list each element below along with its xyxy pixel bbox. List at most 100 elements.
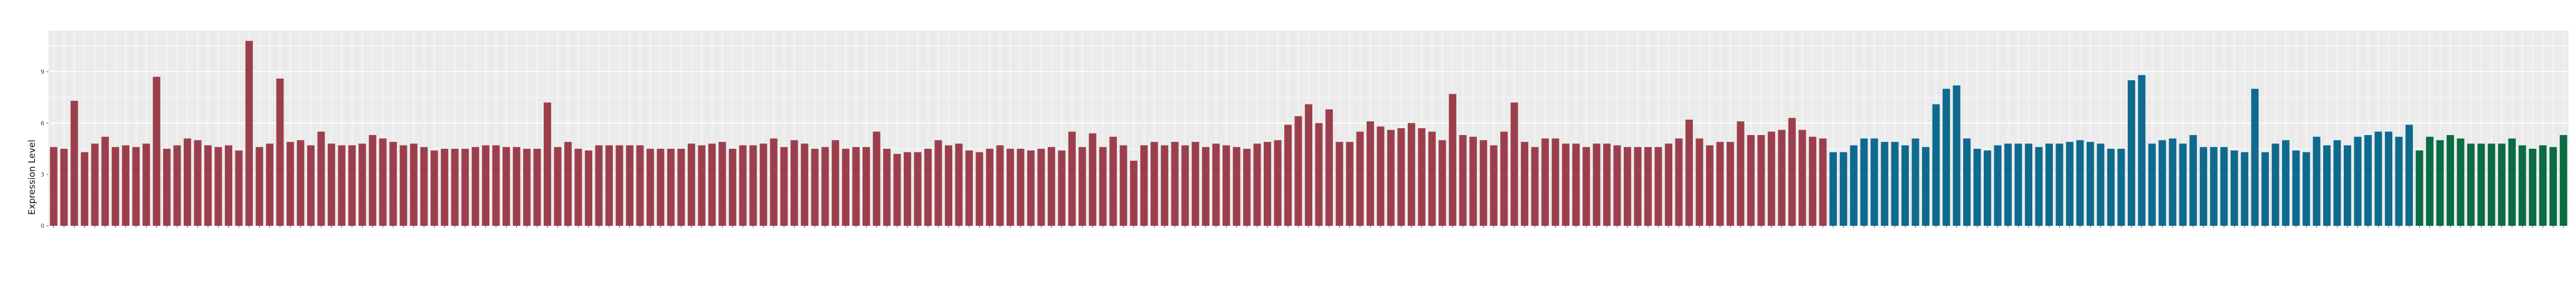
bar	[163, 148, 171, 226]
bar	[1068, 131, 1076, 226]
bar	[91, 144, 99, 226]
bar	[1860, 138, 1868, 226]
bar	[2467, 144, 2475, 226]
bar	[1572, 144, 1580, 226]
bar	[2117, 148, 2125, 226]
bar	[924, 148, 932, 226]
bar	[2384, 131, 2393, 226]
bar	[1264, 141, 1272, 226]
bar	[1829, 152, 1837, 226]
bar	[883, 148, 891, 226]
bar	[1706, 145, 1713, 226]
bar	[286, 141, 294, 226]
bar	[132, 147, 140, 226]
bar	[2024, 144, 2033, 226]
bar	[173, 145, 181, 226]
bar	[2261, 152, 2269, 226]
bar	[1664, 144, 1673, 226]
bar	[1212, 144, 1220, 226]
bar	[2066, 141, 2073, 226]
bar	[636, 145, 644, 226]
bar	[1819, 138, 1827, 226]
bar	[544, 102, 552, 226]
bar	[1397, 128, 1405, 226]
bar	[2014, 144, 2022, 226]
bar	[1932, 104, 1940, 226]
bar	[1994, 145, 2002, 226]
bar	[1058, 150, 1066, 226]
bar	[1644, 147, 1652, 226]
bar	[1150, 141, 1158, 226]
bar	[2426, 137, 2433, 226]
bar	[297, 140, 305, 226]
bar	[266, 144, 273, 226]
bar	[410, 144, 418, 226]
bar	[904, 152, 912, 226]
bar	[2477, 144, 2485, 226]
bar	[451, 148, 459, 226]
bar	[2333, 140, 2341, 226]
bar	[327, 144, 335, 226]
x-axis-ticks	[53, 226, 2564, 228]
bar	[2395, 137, 2403, 226]
bars	[50, 41, 2568, 226]
bar	[1870, 138, 1878, 226]
bar	[1284, 125, 1292, 226]
bar	[1253, 144, 1261, 226]
bar	[368, 135, 376, 226]
bar	[646, 148, 654, 226]
bar	[1613, 145, 1621, 226]
bar	[2148, 144, 2156, 226]
bar	[698, 145, 706, 226]
bar	[1233, 147, 1240, 226]
bar	[965, 150, 973, 226]
bar	[1624, 147, 1632, 226]
bar	[2323, 145, 2331, 226]
bar	[739, 145, 747, 226]
bar	[1325, 109, 1333, 226]
bar	[1223, 145, 1230, 226]
bar	[1088, 133, 1096, 226]
bar	[2539, 145, 2547, 226]
bar	[1294, 116, 1302, 226]
bar	[2271, 144, 2279, 226]
bar	[1480, 140, 1488, 226]
bar	[1510, 102, 1518, 226]
bar	[574, 148, 582, 226]
bar	[873, 131, 880, 226]
bar	[564, 141, 572, 226]
bar	[1017, 148, 1025, 226]
bar	[492, 145, 500, 226]
bar	[513, 147, 520, 226]
bar	[821, 147, 829, 226]
bar	[1541, 138, 1549, 226]
bar	[2179, 144, 2187, 226]
bar	[1716, 141, 1724, 226]
bar	[1973, 148, 1981, 226]
bar	[81, 152, 89, 226]
bar	[749, 145, 757, 226]
bar	[153, 77, 160, 226]
bar	[2436, 140, 2444, 226]
bar	[276, 78, 284, 226]
bar	[1953, 85, 1961, 226]
bar	[1191, 141, 1199, 226]
bar	[728, 148, 736, 226]
bar	[2498, 144, 2506, 226]
bar	[482, 145, 490, 226]
bar	[50, 147, 58, 226]
bar	[194, 140, 202, 226]
bar	[1243, 148, 1251, 226]
bar	[1161, 145, 1169, 226]
bar	[523, 148, 531, 226]
bar	[760, 144, 768, 226]
bar	[1099, 147, 1107, 226]
bar	[348, 145, 356, 226]
bar	[1356, 131, 1364, 226]
y-tick-label: 3	[41, 171, 44, 178]
bar	[1603, 144, 1611, 226]
bar	[2138, 75, 2146, 226]
bar	[996, 145, 1004, 226]
bar	[1346, 141, 1353, 226]
